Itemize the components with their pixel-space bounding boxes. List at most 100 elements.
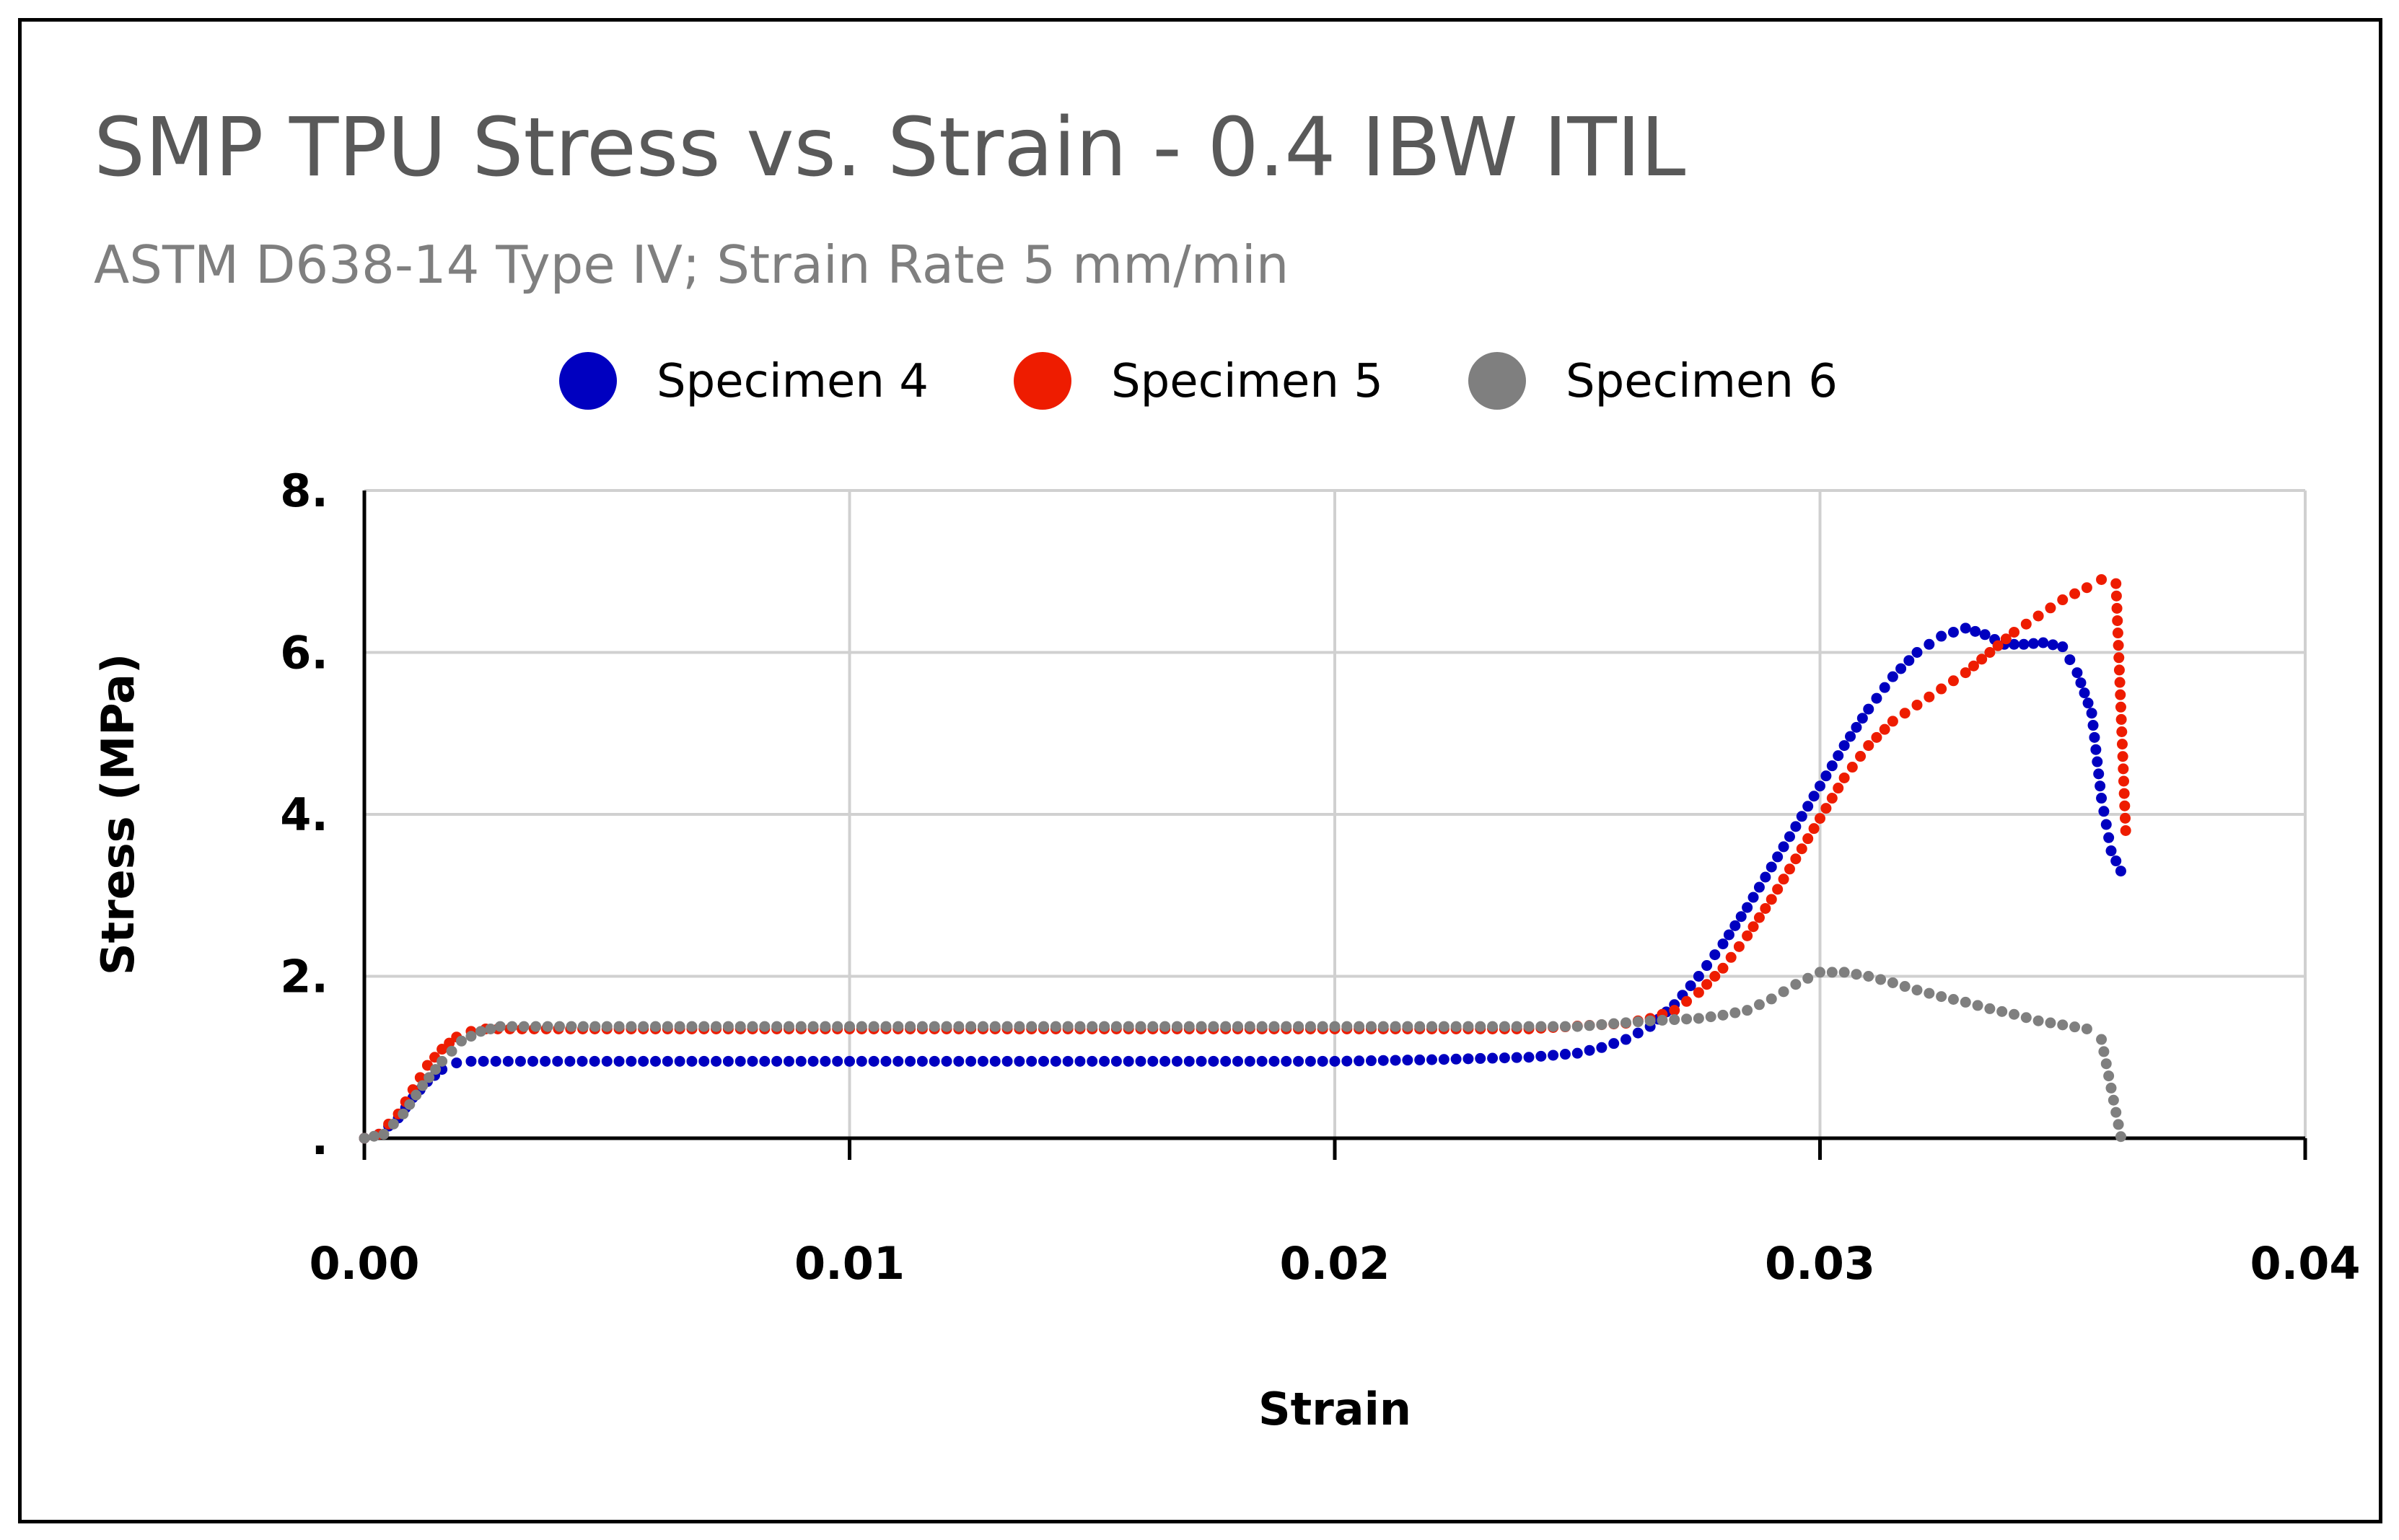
data-point (686, 1055, 698, 1067)
data-point (1936, 630, 1947, 642)
data-point (2105, 1082, 2117, 1094)
data-point (2045, 1017, 2056, 1029)
data-point (2110, 1106, 2122, 1118)
data-point (1968, 660, 1979, 672)
data-point (2093, 768, 2105, 780)
data-point (1548, 1021, 1559, 1032)
data-point (437, 1055, 448, 1067)
x-tick-label: 0.03 (1765, 1237, 1875, 1290)
data-point (1147, 1055, 1159, 1067)
data-point (1099, 1055, 1110, 1067)
data-point (1833, 783, 1844, 794)
data-point (378, 1128, 390, 1140)
legend-label: Specimen 6 (1566, 355, 1838, 408)
data-point (1733, 941, 1745, 952)
data-point (589, 1055, 600, 1067)
data-point (2118, 763, 2129, 775)
data-point (638, 1021, 649, 1032)
axis-titles: Strain Stress (MPa) (92, 654, 1411, 1435)
data-point (1147, 1021, 1159, 1032)
data-point (1620, 1017, 1631, 1029)
data-point (2009, 626, 2019, 638)
data-point (1863, 971, 1874, 982)
data-points (359, 573, 2131, 1144)
data-point (1802, 972, 1814, 984)
legend-label: Specimen 5 (1111, 355, 1383, 408)
data-point (783, 1021, 794, 1032)
data-point (1790, 821, 1802, 832)
data-point (734, 1021, 746, 1032)
data-point (650, 1055, 661, 1067)
data-point (1996, 1006, 2008, 1017)
data-point (2120, 824, 2131, 836)
data-point (2009, 638, 2019, 650)
data-point (2020, 618, 2032, 630)
data-point (1826, 760, 1838, 772)
data-point (905, 1021, 916, 1032)
data-point (1747, 921, 1759, 933)
data-point (1171, 1021, 1183, 1032)
data-point (1365, 1021, 1377, 1032)
data-point (820, 1021, 831, 1032)
data-point (1778, 986, 1789, 998)
data-point (1159, 1055, 1171, 1067)
data-point (650, 1021, 661, 1032)
data-point (1123, 1021, 1134, 1032)
data-point (1705, 1011, 1716, 1023)
data-point (977, 1021, 988, 1032)
data-point (1438, 1021, 1450, 1032)
data-point (2081, 1023, 2092, 1034)
legend-marker (1014, 352, 1071, 410)
data-point (1402, 1055, 1413, 1066)
data-point (1293, 1021, 1304, 1032)
data-point (1845, 731, 1856, 742)
data-point (771, 1021, 783, 1032)
data-point (674, 1055, 685, 1067)
data-point (601, 1021, 613, 1032)
data-point (1838, 740, 1850, 752)
legend-marker (1468, 352, 1526, 410)
data-point (1979, 629, 1991, 641)
data-point (576, 1055, 588, 1067)
data-point (1135, 1021, 1146, 1032)
data-point (1135, 1055, 1146, 1067)
axes (362, 490, 2307, 1160)
data-point (1559, 1049, 1571, 1060)
data-point (1341, 1021, 1353, 1032)
data-point (1970, 625, 1981, 637)
data-point (1960, 622, 1971, 634)
data-point (2100, 1058, 2112, 1070)
data-point (1879, 723, 1890, 735)
data-point (1701, 960, 1713, 972)
data-point (518, 1021, 530, 1032)
data-point (2103, 832, 2115, 843)
data-point (1685, 980, 1696, 992)
data-point (2114, 677, 2126, 688)
data-point (2115, 866, 2126, 877)
data-point (1208, 1021, 1219, 1032)
data-point (856, 1055, 867, 1067)
data-point (2100, 819, 2112, 830)
data-point (1903, 655, 1915, 666)
data-point (1815, 813, 1825, 824)
legend: Specimen 4 Specimen 5 Specimen 6 (559, 352, 1838, 410)
data-point (1026, 1055, 1038, 1067)
data-point (2092, 756, 2103, 767)
data-point (527, 1055, 539, 1067)
data-point (1766, 993, 1777, 1005)
data-point (1947, 675, 1959, 687)
data-point (1976, 654, 1988, 665)
data-point (1802, 833, 1814, 845)
data-point (456, 1035, 467, 1047)
data-point (1062, 1021, 1074, 1032)
data-point (795, 1021, 807, 1032)
data-point (1924, 638, 1935, 650)
data-point (1499, 1021, 1510, 1032)
data-point (1838, 772, 1850, 783)
data-point (1936, 991, 1947, 1003)
data-point (2089, 731, 2100, 743)
data-point (1438, 1054, 1450, 1065)
data-point (465, 1055, 477, 1067)
y-tick-label: 8. (280, 465, 328, 517)
data-point (1846, 762, 1858, 773)
